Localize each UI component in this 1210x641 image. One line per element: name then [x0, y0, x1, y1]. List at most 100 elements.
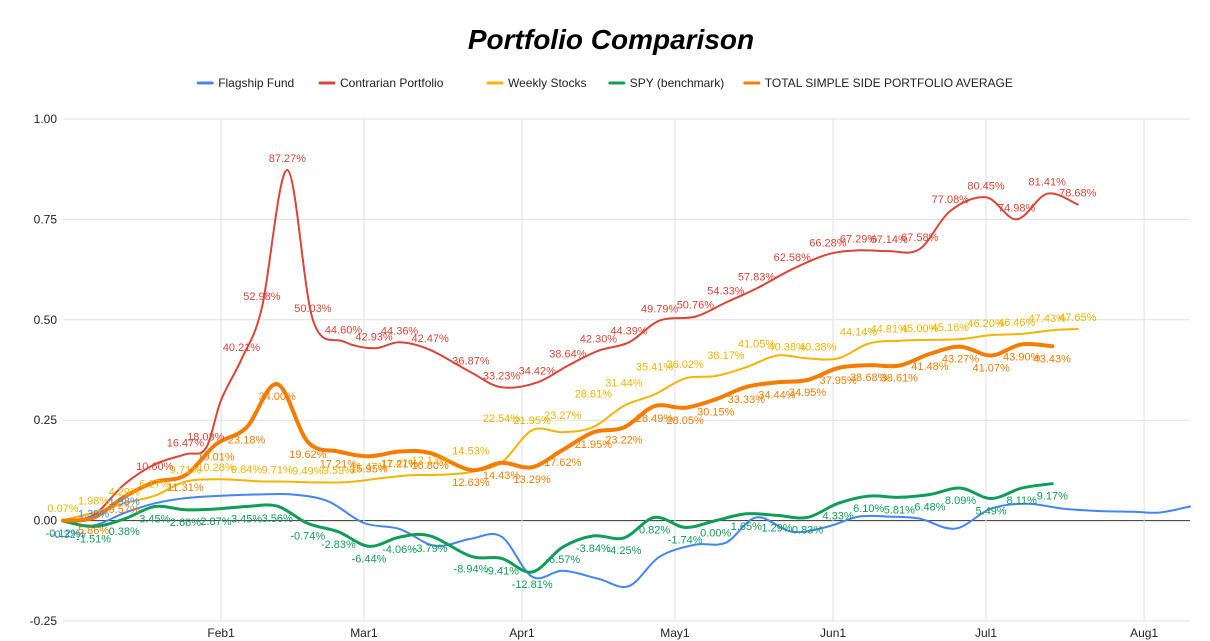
data-label-total-simple-side-portfolio-average: 41.07%	[972, 363, 1010, 375]
data-label-weekly-stocks: 12.13%	[412, 455, 450, 467]
data-label-contrarian-portfolio: 38.64%	[549, 349, 587, 361]
data-label-contrarian-portfolio: 44.39%	[610, 325, 648, 337]
data-label-spy-benchmark: -4.25%	[607, 545, 642, 557]
legend-label: Weekly Stocks	[508, 76, 586, 90]
data-label-weekly-stocks: 6.17%	[139, 479, 170, 491]
data-label-contrarian-portfolio: 42.93%	[355, 331, 393, 343]
data-label-total-simple-side-portfolio-average: 19.01%	[197, 451, 235, 463]
legend: Flagship Fund Contrarian Portfolio Weekly …	[196, 76, 1013, 90]
legend-item-total-simple-side-portfolio-average: TOTAL SIMPLE SIDE PORTFOLIO AVERAGE	[743, 76, 1013, 90]
data-label-spy-benchmark: 5.49%	[976, 506, 1007, 518]
x-tick-label: Jun1	[820, 626, 846, 640]
legend-item-contrarian-portfolio: Contrarian Portfolio	[318, 76, 444, 90]
data-label-total-simple-side-portfolio-average: 37.95%	[819, 375, 857, 387]
data-label-contrarian-portfolio: 10.60%	[136, 461, 174, 473]
data-label-spy-benchmark: 8.11%	[1007, 495, 1038, 507]
data-label-contrarian-portfolio: 18.03%	[187, 431, 225, 443]
data-label-total-simple-side-portfolio-average: 41.48%	[911, 361, 949, 373]
data-label-spy-benchmark: -12.81%	[512, 579, 553, 591]
legend-label: SPY (benchmark)	[630, 76, 724, 90]
data-label-weekly-stocks: 44.81%	[870, 324, 908, 336]
data-label-weekly-stocks: 1.98%	[78, 496, 109, 508]
data-label-total-simple-side-portfolio-average: 28.05%	[666, 415, 704, 427]
data-label-total-simple-side-portfolio-average: 38.61%	[881, 373, 919, 385]
series-line-contrarian-portfolio	[62, 168, 1079, 523]
x-tick-label: Feb1	[207, 626, 235, 640]
data-label-weekly-stocks: 36.02%	[666, 359, 704, 371]
data-label-spy-benchmark: -3.79%	[413, 543, 448, 555]
data-label-weekly-stocks: 11.47%	[381, 458, 418, 470]
data-label-spy-benchmark: 1.29%	[761, 522, 792, 534]
legend-label: TOTAL SIMPLE SIDE PORTFOLIO AVERAGE	[765, 76, 1013, 90]
legend-label: Flagship Fund	[218, 76, 294, 90]
data-label-weekly-stocks: 9.71%	[170, 465, 201, 477]
data-label-weekly-stocks: 21.95%	[514, 415, 552, 427]
data-label-contrarian-portfolio: 78.68%	[1059, 188, 1097, 200]
data-label-spy-benchmark: -6.57%	[545, 554, 580, 566]
data-label-total-simple-side-portfolio-average: 13.29%	[514, 474, 552, 486]
data-label-spy-benchmark: 9.17%	[1037, 491, 1068, 503]
series-line-spy-benchmark	[61, 482, 1054, 574]
data-label-total-simple-side-portfolio-average: 17.21%	[381, 459, 419, 471]
data-label-spy-benchmark: 1.65%	[731, 521, 762, 533]
series-line-weekly-stocks	[62, 328, 1079, 522]
data-label-contrarian-portfolio: 33.23%	[483, 370, 521, 382]
data-label-weekly-stocks: 22.54%	[483, 413, 521, 425]
data-label-total-simple-side-portfolio-average: 11.31%	[167, 482, 204, 494]
data-label-weekly-stocks: 45.00%	[901, 323, 939, 335]
legend-item-spy-benchmark: SPY (benchmark)	[608, 76, 724, 90]
data-label-spy-benchmark: -2.83%	[321, 539, 356, 551]
data-label-spy-benchmark: 0.83%	[792, 524, 823, 536]
x-tick-label: May1	[660, 626, 690, 640]
y-tick-label: 0.25	[34, 413, 58, 427]
data-label-total-simple-side-portfolio-average: 19.62%	[289, 449, 327, 461]
data-label-weekly-stocks: 0.07%	[47, 503, 78, 515]
data-label-spy-benchmark: -1.51%	[76, 534, 111, 546]
chart-title: Portfolio Comparison	[468, 24, 754, 55]
data-label-spy-benchmark: 2.66%	[170, 517, 201, 529]
data-label-total-simple-side-portfolio-average: 43.43%	[1034, 353, 1072, 365]
x-tick-label: Jul1	[975, 626, 997, 640]
data-label-weekly-stocks: 31.44%	[605, 377, 643, 389]
data-label-spy-benchmark: 6.10%	[853, 503, 884, 515]
data-label-weekly-stocks: 4.29%	[109, 486, 140, 498]
data-label-total-simple-side-portfolio-average: 15.95%	[350, 463, 388, 475]
series-lines	[61, 168, 1191, 588]
data-label-total-simple-side-portfolio-average: 5.86%	[78, 525, 109, 537]
series-line-flagship-fund	[62, 492, 1191, 588]
data-label-total-simple-side-portfolio-average: 12.63%	[452, 477, 490, 489]
data-label-spy-benchmark: 8.09%	[945, 495, 976, 507]
data-label-spy-benchmark: 2.87%	[200, 516, 231, 528]
data-label-total-simple-side-portfolio-average: 34.95%	[789, 387, 827, 399]
y-tick-label: -0.25	[30, 614, 58, 628]
data-label-contrarian-portfolio: 77.08%	[932, 194, 970, 206]
data-label-contrarian-portfolio: 57.83%	[738, 271, 776, 283]
data-label-contrarian-portfolio: 67.29%	[840, 233, 878, 245]
data-label-spy-benchmark: 5.81%	[884, 504, 915, 516]
data-label-total-simple-side-portfolio-average: 33.33%	[728, 394, 766, 406]
x-tick-label: Mar1	[350, 626, 378, 640]
data-labels: -0.32% 1.39%1.98% 10.60% 16.47%18.03% 40.21%…	[46, 153, 1097, 591]
data-label-weekly-stocks: 35.41%	[636, 361, 674, 373]
data-label-contrarian-portfolio: 80.45%	[967, 180, 1005, 192]
data-label-total-simple-side-portfolio-average: 30.15%	[697, 406, 735, 418]
data-label-weekly-stocks: 9.49%	[292, 465, 323, 477]
data-label-contrarian-portfolio: 44.36%	[381, 325, 419, 337]
data-label-weekly-stocks: 10.28%	[197, 462, 235, 474]
data-label-spy-benchmark: 0.00%	[700, 528, 731, 540]
data-label-contrarian-portfolio: 62.58%	[774, 252, 812, 264]
data-label-total-simple-side-portfolio-average: 17.21%	[320, 459, 358, 471]
data-label-total-simple-side-portfolio-average: 34.00%	[259, 391, 297, 403]
data-label-contrarian-portfolio: 67.14%	[870, 234, 908, 246]
data-label-total-simple-side-portfolio-average: 23.18%	[228, 434, 266, 446]
data-label-flagship-fund: 1.39%	[78, 508, 109, 520]
grid	[63, 118, 1190, 622]
data-label-contrarian-portfolio: 81.41%	[1029, 177, 1067, 189]
data-label-total-simple-side-portfolio-average: 21.95%	[575, 439, 613, 451]
data-label-weekly-stocks: 9.84%	[231, 464, 262, 476]
data-label-contrarian-portfolio: 34.42%	[519, 365, 557, 377]
data-label-weekly-stocks: 9.59%	[323, 465, 354, 477]
data-label-contrarian-portfolio: 87.27%	[269, 153, 307, 165]
data-label-total-simple-side-portfolio-average: 16.80%	[412, 460, 450, 472]
